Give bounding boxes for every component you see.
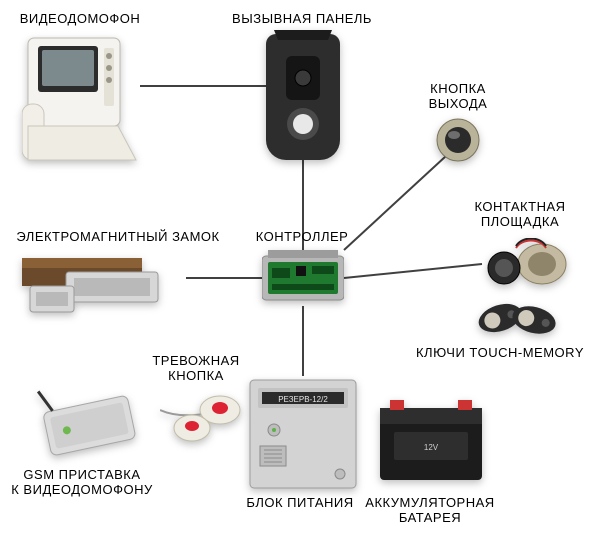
label-battery: АККУМУЛЯТОРНАЯ БАТАРЕЯ — [310, 496, 550, 526]
device-contact-pad — [482, 238, 570, 290]
device-touch-keys — [472, 294, 560, 340]
device-alarm-button — [160, 388, 246, 442]
psu-brand-text: РЕЗЕРВ-12/2 — [278, 395, 328, 404]
label-videophone: ВИДЕОДОМОФОН — [0, 12, 200, 27]
label-contact-pad: КОНТАКТНАЯ ПЛОЩАДКА — [400, 200, 600, 230]
device-call-panel — [266, 30, 340, 160]
label-controller: КОНТРОЛЛЕР — [182, 230, 422, 245]
device-controller — [262, 250, 344, 306]
device-battery: 12V — [378, 398, 484, 484]
label-call-panel: ВЫЗЫВНАЯ ПАНЕЛЬ — [182, 12, 422, 27]
device-exit-button — [436, 118, 480, 162]
device-psu: РЕЗЕРВ-12/2 — [248, 376, 358, 492]
label-gsm: GSM ПРИСТАВКА К ВИДЕОДОМОФОНУ — [0, 468, 202, 498]
device-gsm — [32, 384, 142, 458]
label-exit-button: КНОПКА ВЫХОДА — [338, 82, 578, 112]
device-em-lock — [18, 250, 186, 314]
device-videophone — [22, 34, 140, 162]
svg-text:12V: 12V — [424, 443, 439, 452]
label-touch-keys: КЛЮЧИ TOUCH-MEMORY — [380, 346, 600, 361]
